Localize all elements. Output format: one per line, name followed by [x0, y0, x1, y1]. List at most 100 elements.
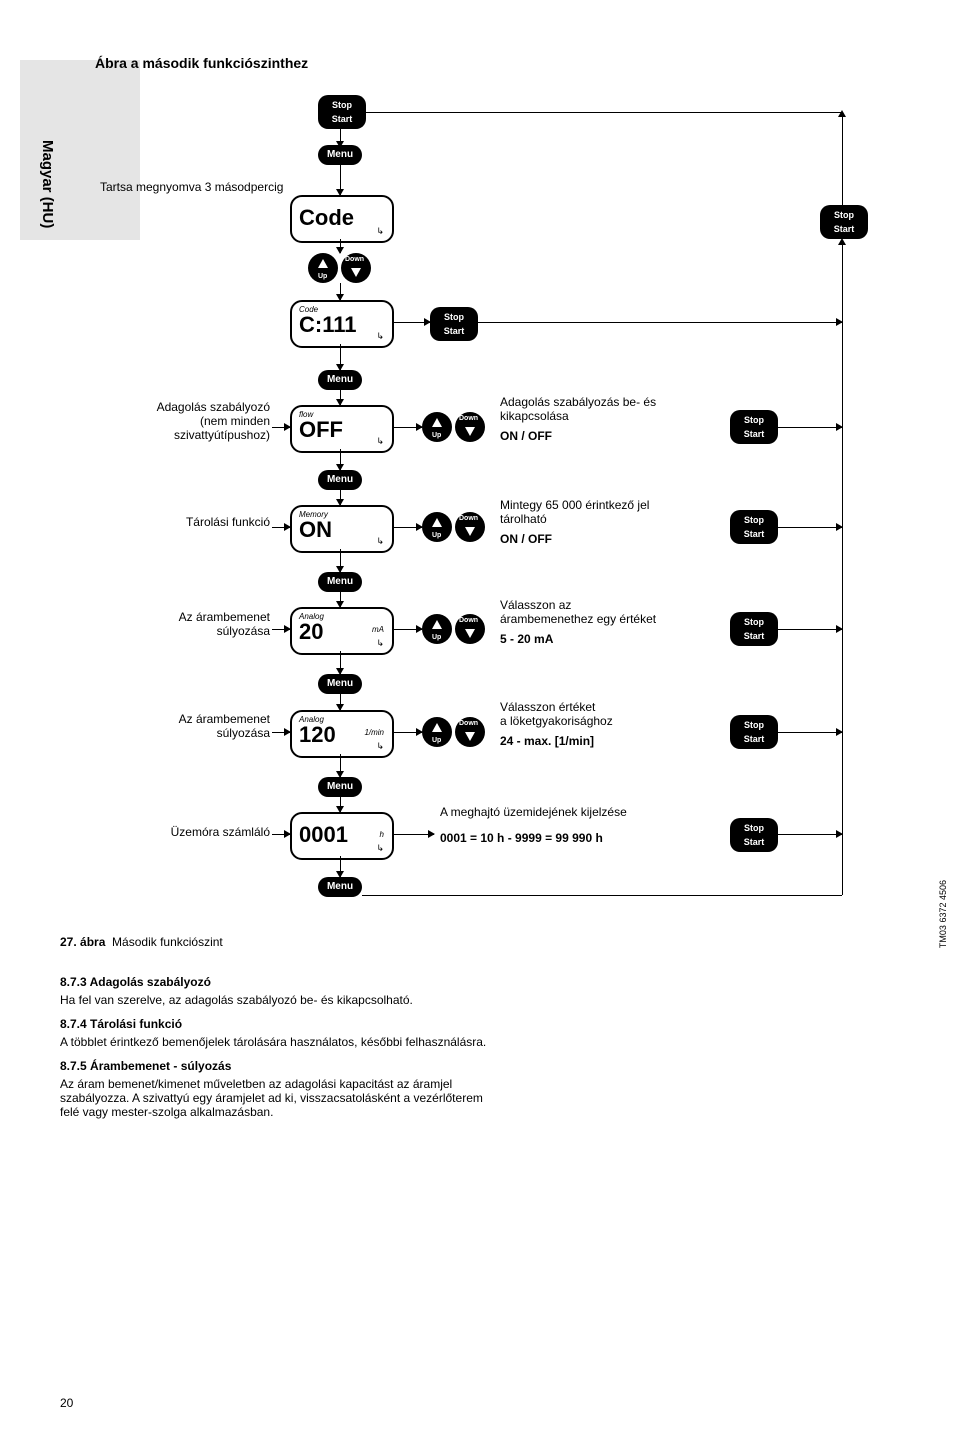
stop-label: Stop	[732, 821, 776, 835]
analog1-left-label: Az árambemenet súlyozása	[95, 610, 270, 638]
page-title: Ábra a második funkciószinthez	[95, 55, 308, 71]
start-label: Start	[432, 324, 476, 338]
section-874-heading: 8.7.4 Tárolási funkció	[60, 1017, 510, 1031]
stop-start-button[interactable]: Stop Start	[730, 510, 778, 544]
figure-code: TM03 6372 4506	[938, 880, 948, 948]
down-button[interactable]: Down	[455, 412, 485, 442]
menu-button[interactable]: Menu	[318, 370, 362, 390]
stop-label: Stop	[822, 208, 866, 222]
down-label: Down	[459, 720, 478, 727]
start-label: Start	[822, 222, 866, 236]
down-icon	[465, 427, 475, 436]
memory-left-label: Tárolási funkció	[95, 515, 270, 529]
down-button[interactable]: Down	[341, 253, 371, 283]
section-875-heading: 8.7.5 Árambemenet - súlyozás	[60, 1059, 510, 1073]
updown-pair: Up Down	[422, 412, 485, 442]
updown-pair: Up Down	[422, 614, 485, 644]
up-button[interactable]: Up	[308, 253, 338, 283]
up-label: Up	[432, 432, 441, 439]
hours-left-label: Üzemóra számláló	[95, 825, 270, 839]
analog2-left-label: Az árambemenet súlyozása	[95, 712, 270, 740]
down-button[interactable]: Down	[455, 512, 485, 542]
text-sections: 8.7.3 Adagolás szabályozó Ha fel van sze…	[60, 965, 510, 1127]
display-code: Code ↳	[290, 195, 394, 243]
display-analog-ma: Analog 20 mA ↳	[290, 607, 394, 655]
stop-start-button[interactable]: Stop Start	[730, 612, 778, 646]
display-analog-rate-unit: 1/min	[364, 728, 384, 737]
menu-button[interactable]: Menu	[318, 145, 362, 165]
hours-desc: A meghajtó üzemidejének kijelzése 0001 =…	[440, 805, 627, 845]
up-icon	[318, 259, 328, 268]
tick-icon: ↳	[376, 226, 384, 237]
tick-icon: ↳	[376, 331, 384, 342]
display-c111-main: C:111	[299, 312, 357, 338]
memory-desc: Mintegy 65 000 érintkező jel tárolható O…	[500, 498, 649, 546]
display-hours: 0001 h ↳	[290, 812, 394, 860]
stop-start-button[interactable]: Stop Start	[730, 818, 778, 852]
up-label: Up	[318, 273, 327, 280]
up-label: Up	[432, 737, 441, 744]
down-button[interactable]: Down	[455, 614, 485, 644]
stop-start-button[interactable]: Stop Start	[430, 307, 478, 341]
menu-button[interactable]: Menu	[318, 470, 362, 490]
up-button[interactable]: Up	[422, 614, 452, 644]
updown-pair: Up Down	[308, 253, 371, 283]
tick-icon: ↳	[376, 638, 384, 649]
down-button[interactable]: Down	[455, 717, 485, 747]
up-label: Up	[432, 634, 441, 641]
menu-button[interactable]: Menu	[318, 777, 362, 797]
updown-pair: Up Down	[422, 512, 485, 542]
start-label: Start	[732, 732, 776, 746]
display-code-main: Code	[299, 205, 354, 231]
up-icon	[432, 620, 442, 629]
stop-label: Stop	[732, 413, 776, 427]
display-c111: Code C:111 ↳	[290, 300, 394, 348]
stop-start-button[interactable]: Stop Start	[730, 715, 778, 749]
display-memory: Memory ON ↳	[290, 505, 394, 553]
flow-left-label: Adagolás szabályozó (nem minden szivatty…	[95, 400, 270, 442]
stop-start-button[interactable]: Stop Start	[730, 410, 778, 444]
section-875-body: Az áram bemenet/kimenet műveletben az ad…	[60, 1077, 490, 1119]
display-analog-rate-main: 120	[299, 722, 336, 748]
hold-instruction: Tartsa megnyomva 3 másodpercig	[100, 180, 283, 194]
down-icon	[465, 527, 475, 536]
start-label: Start	[732, 629, 776, 643]
analog2-desc: Válasszon értéket a löketgyakorisághoz 2…	[500, 700, 613, 748]
down-label: Down	[345, 256, 364, 263]
page: Magyar (HU) Ábra a második funkciószinth…	[0, 0, 960, 1440]
tick-icon: ↳	[376, 843, 384, 854]
down-icon	[465, 732, 475, 741]
side-tab: Magyar (HU)	[20, 60, 140, 240]
stop-label: Stop	[732, 513, 776, 527]
display-analog-ma-unit: mA	[372, 625, 384, 634]
down-label: Down	[459, 415, 478, 422]
up-icon	[432, 418, 442, 427]
display-analog-rate: Analog 120 1/min ↳	[290, 710, 394, 758]
tick-icon: ↳	[376, 741, 384, 752]
menu-button[interactable]: Menu	[318, 572, 362, 592]
flow-desc: Adagolás szabályozás be- és kikapcsolása…	[500, 395, 656, 443]
start-label: Start	[732, 427, 776, 441]
stop-label: Stop	[432, 310, 476, 324]
up-icon	[432, 723, 442, 732]
analog1-desc: Válasszon az árambemenethez egy értéket …	[500, 598, 656, 646]
display-analog-ma-main: 20	[299, 619, 323, 645]
down-icon	[465, 629, 475, 638]
down-label: Down	[459, 617, 478, 624]
up-button[interactable]: Up	[422, 717, 452, 747]
stop-start-button[interactable]: Stop Start	[820, 205, 868, 239]
up-button[interactable]: Up	[422, 412, 452, 442]
stop-label: Stop	[732, 615, 776, 629]
tick-icon: ↳	[376, 436, 384, 447]
down-icon	[351, 268, 361, 277]
page-number: 20	[60, 1396, 73, 1410]
side-tab-label: Magyar (HU)	[39, 140, 56, 228]
menu-button[interactable]: Menu	[318, 674, 362, 694]
up-icon	[432, 518, 442, 527]
section-873-body: Ha fel van szerelve, az adagolás szabály…	[60, 993, 490, 1007]
up-button[interactable]: Up	[422, 512, 452, 542]
section-874-body: A többlet érintkező bemenőjelek tárolásá…	[60, 1035, 490, 1049]
figure-caption: 27. ábra Második funkciószint	[60, 935, 223, 949]
menu-button[interactable]: Menu	[318, 877, 362, 897]
updown-pair: Up Down	[422, 717, 485, 747]
